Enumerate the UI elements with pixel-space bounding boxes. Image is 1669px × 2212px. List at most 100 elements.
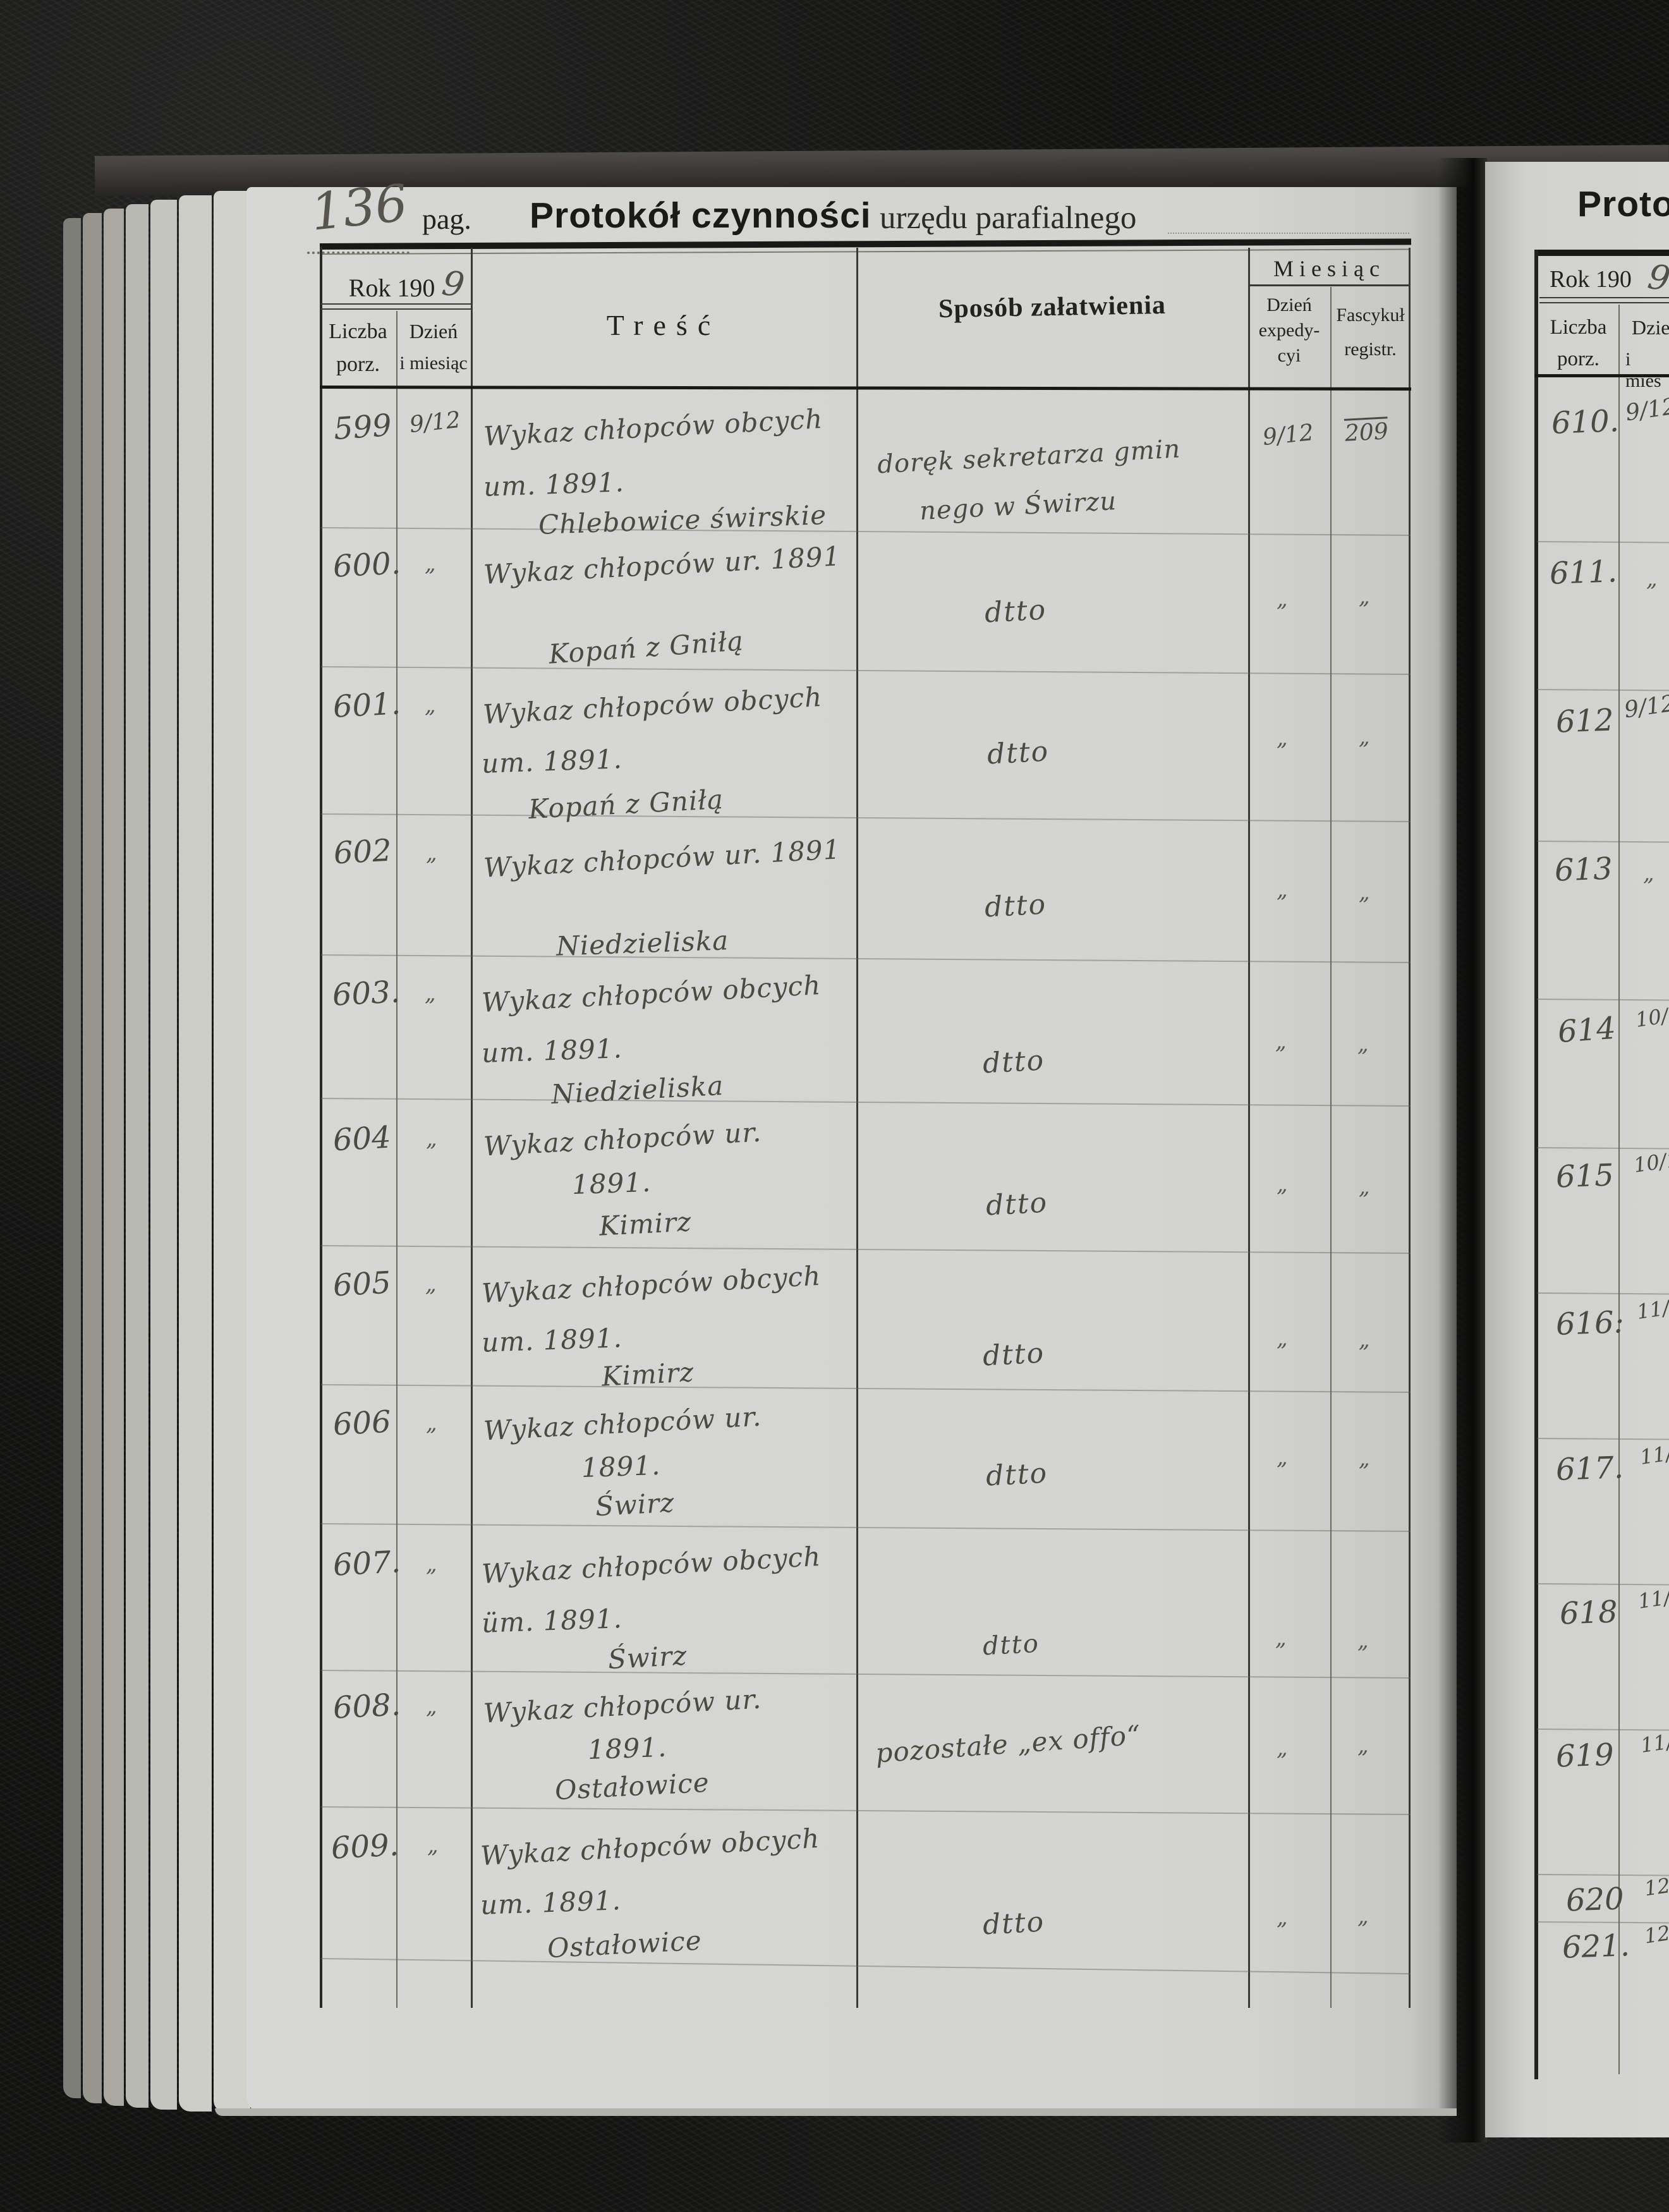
entry-number: 600. [332, 545, 402, 585]
entry-fascicle ditto-mark: „ [1359, 1446, 1370, 1471]
entry-date ditto-mark: „ [426, 1694, 437, 1719]
entry-date: 9/12 [408, 406, 462, 439]
entry-content-line: um. 1891. [481, 743, 623, 779]
entry-date ditto-mark: „ [426, 1126, 437, 1152]
entry-expedition-day ditto-mark: „ [1275, 1029, 1287, 1054]
entry-fascicle: 209 [1344, 418, 1389, 447]
entry-date ditto-mark: „ [425, 981, 436, 1006]
right-column-line [1618, 305, 1620, 2074]
entry-number: 602 [332, 832, 393, 872]
entry-content-line: Niedzieliska [555, 925, 730, 962]
header-col-dzien: Dzień [409, 320, 458, 343]
entry-number: 609. [330, 1827, 400, 1866]
entry-date ditto-mark: „ [426, 1552, 437, 1577]
entry-number: 617. [1555, 1450, 1624, 1488]
right-rok-double-line-1 [1539, 297, 1669, 298]
entry-number: 599 [332, 407, 393, 447]
entry-number: 614 [1557, 1010, 1617, 1050]
entry-disposition: dtto [985, 1457, 1049, 1493]
entry-disposition: dtto [981, 1905, 1046, 1942]
page-stack-edge [179, 195, 212, 2112]
header-col-exp-1: Dzień [1266, 295, 1312, 315]
entry-fascicle ditto-mark: „ [1359, 880, 1370, 905]
header-rok: Rok 190 [329, 273, 455, 303]
right-table-border-left [1534, 250, 1538, 2079]
entry-number: 606 [332, 1404, 392, 1443]
right-table-border-top [1534, 250, 1669, 256]
entry-number: 613 [1554, 851, 1613, 889]
entry-content-line: um. 1891. [480, 1885, 622, 1921]
entry-number: 608. [332, 1687, 402, 1726]
header-col-tresc: Treść [606, 309, 721, 341]
miesiac-underline [1248, 284, 1411, 286]
entry-expedition-day: 9/12 [1261, 419, 1315, 451]
right-header-col-liczba: Liczba [1550, 316, 1607, 339]
entry-number: 604 [332, 1119, 392, 1158]
entry-fascicle ditto-mark: „ [1359, 724, 1370, 750]
left-page [246, 187, 1457, 2115]
column-line [1248, 248, 1250, 2008]
entry-fascicle ditto-mark: „ [1357, 1733, 1369, 1758]
entry-date ditto-mark: „ [1646, 566, 1658, 592]
entry-number: 612 [1555, 702, 1615, 740]
entry-disposition: dtto [981, 1044, 1046, 1080]
right-header-col-imies: i mies [1625, 349, 1661, 391]
header-col-liczba: Liczba [329, 320, 387, 343]
header-col-miesiac: Miesiąc [1273, 256, 1385, 281]
entry-disposition: dtto [983, 888, 1048, 924]
entry-date ditto-mark: „ [425, 693, 436, 718]
page-stack-edge [150, 200, 177, 2110]
rok-double-line-2 [320, 308, 472, 310]
page-stack-edge [104, 209, 124, 2106]
entry-content-line: um. 1891. [481, 1033, 623, 1069]
header-col-exp-3: cyi [1277, 345, 1301, 366]
entry-fascicle ditto-mark: „ [1357, 1904, 1369, 1929]
page-stack-edge [83, 213, 102, 2103]
entry-date ditto-mark: „ [426, 841, 437, 866]
right-header-bottom-line [1534, 374, 1669, 377]
rok-double-line-1 [320, 303, 472, 305]
table-border-right [1409, 248, 1411, 2008]
entry-fascicle ditto-mark: „ [1357, 1031, 1369, 1057]
column-line [396, 311, 398, 2008]
page-bottom-edge [215, 2108, 1457, 2116]
right-page-title-bold: Protok [1577, 184, 1669, 224]
entry-date ditto-mark: „ [427, 1833, 439, 1858]
entry-content-line: üm. 1891. [481, 1603, 623, 1639]
column-line [471, 248, 473, 2008]
book-gutter-shadow [1438, 158, 1487, 2142]
entry-fascicle ditto-mark: „ [1359, 584, 1370, 609]
entry-disposition: dtto [985, 1186, 1049, 1222]
table-border-left [320, 246, 322, 2008]
entry-disposition: dtto [981, 1629, 1040, 1662]
right-header-col-dzien: Dzie [1632, 316, 1669, 339]
entry-expedition-day ditto-mark: „ [1275, 1626, 1287, 1651]
entry-number: 603. [331, 974, 401, 1013]
entry-expedition-day ditto-mark: „ [1277, 877, 1288, 902]
title-dotted-rule [1168, 233, 1409, 234]
entry-number: 607. [332, 1544, 402, 1583]
entry-number: 605 [332, 1265, 392, 1304]
entry-number: 615 [1555, 1157, 1615, 1195]
page-stack-edge [126, 204, 149, 2108]
entry-number: 620 [1565, 1881, 1625, 1919]
entry-expedition-day ditto-mark: „ [1277, 1735, 1288, 1761]
entry-content-line: 1891. [587, 1731, 668, 1766]
header-col-porz: porz. [336, 353, 380, 376]
entry-fascicle ditto-mark: „ [1359, 1174, 1370, 1200]
entry-expedition-day ditto-mark: „ [1277, 1905, 1288, 1930]
header-rok-printed: Rok 190 [348, 274, 435, 302]
page-stack-edge [214, 191, 250, 2112]
entry-content-line: Świrz [607, 1639, 688, 1675]
entry-date ditto-mark: „ [426, 1411, 437, 1436]
right-page [1485, 162, 1669, 2137]
page-title-bold: Protokół czynności [530, 195, 871, 236]
page-number-handwritten: 136 [308, 173, 411, 242]
entry-content-line: um. 1891. [483, 466, 625, 502]
entry-content-line: Kimirz [598, 1206, 693, 1242]
entry-date: 12 [1642, 1921, 1669, 1948]
right-header-col-porz: porz. [1557, 348, 1599, 370]
entry-number: 611. [1549, 554, 1618, 592]
page-title-rest: urzędu parafialnego [880, 200, 1137, 236]
entry-number: 621. [1562, 1928, 1630, 1966]
